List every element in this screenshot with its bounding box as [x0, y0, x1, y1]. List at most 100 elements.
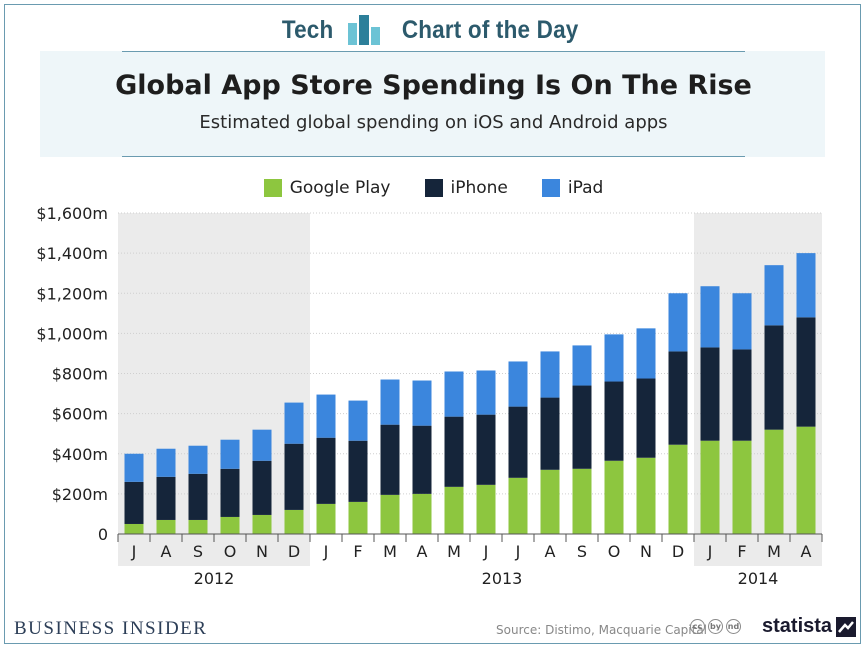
- bar-google-play: [572, 468, 592, 534]
- y-tick-label: $1,200m: [36, 284, 108, 303]
- y-tick-label: $1,000m: [36, 324, 108, 343]
- statista-logo: statista: [762, 615, 857, 638]
- bar-google-play: [316, 503, 336, 534]
- bar-google-play: [732, 440, 752, 534]
- year-label-2012: 2012: [194, 569, 235, 588]
- bar-google-play: [700, 440, 720, 534]
- y-tick-label: $1,600m: [36, 204, 108, 223]
- bar-google-play: [380, 494, 400, 534]
- bar-google-play: [156, 519, 176, 534]
- bar-iphone: [316, 437, 336, 504]
- x-tick-label: A: [161, 542, 172, 561]
- x-tick-label: J: [515, 542, 521, 561]
- bar-google-play: [188, 519, 208, 534]
- bar-ipad: [348, 400, 368, 441]
- bar-iphone: [732, 349, 752, 441]
- source-note: Source: Distimo, Macquarie Capital: [496, 623, 708, 637]
- bar-google-play: [124, 523, 144, 534]
- year-label-2013: 2013: [482, 569, 523, 588]
- legend-label-google-play: Google Play: [289, 178, 391, 198]
- x-tick-label: M: [383, 542, 397, 561]
- bar-iphone: [476, 414, 496, 485]
- legend-swatch-ipad: [541, 179, 560, 197]
- x-tick-label: J: [323, 542, 329, 561]
- title-rule-top: [122, 51, 745, 52]
- x-tick-label: N: [256, 542, 268, 561]
- bar-iphone: [252, 460, 272, 515]
- x-tick-label: J: [707, 542, 713, 561]
- bar-google-play: [476, 484, 496, 534]
- bar-ipad: [700, 286, 720, 348]
- bar-google-play: [668, 444, 688, 534]
- bar-ipad: [604, 334, 624, 382]
- bar-google-play: [604, 460, 624, 534]
- bar-google-play: [252, 514, 272, 534]
- bar-iphone: [668, 351, 688, 445]
- x-tick-label: J: [131, 542, 137, 561]
- y-tick-label: $1,400m: [36, 244, 108, 263]
- bar-ipad: [124, 453, 144, 482]
- bar-iphone: [444, 416, 464, 487]
- title-box: [40, 51, 825, 157]
- bar-ipad: [636, 328, 656, 379]
- bar-iphone: [348, 440, 368, 502]
- x-tick-label: M: [767, 542, 781, 561]
- bar-google-play: [444, 486, 464, 534]
- bar-iphone: [700, 347, 720, 441]
- title-rule-bottom: [122, 156, 745, 157]
- bar-iphone: [412, 425, 432, 494]
- bar-google-play: [508, 477, 528, 534]
- bar-iphone: [508, 406, 528, 478]
- y-tick-label: $200m: [52, 485, 108, 504]
- y-tick-label: $800m: [52, 365, 108, 384]
- bar-iphone: [764, 325, 784, 430]
- bar-ipad: [284, 402, 304, 444]
- chart-frame: [4, 4, 861, 644]
- bar-iphone: [604, 381, 624, 461]
- bar-ipad: [476, 370, 496, 415]
- shaded-region-2012: [118, 213, 310, 566]
- legend-label-ipad: iPad: [567, 178, 604, 198]
- x-tick-label: S: [577, 542, 587, 561]
- legend-item-iphone: iPhone: [424, 178, 508, 198]
- bar-iphone: [796, 317, 816, 427]
- legend-item-google-play: Google Play: [263, 178, 391, 198]
- bar-google-play: [796, 426, 816, 534]
- legend-label-iphone: iPhone: [450, 178, 508, 198]
- x-tick-label: D: [672, 542, 684, 561]
- bar-iphone: [636, 378, 656, 458]
- x-tick-label: O: [224, 542, 237, 561]
- year-label-2014: 2014: [738, 569, 779, 588]
- bar-google-play: [284, 509, 304, 534]
- license-icons: cc by nd: [690, 619, 741, 634]
- bar-ipad: [796, 253, 816, 318]
- bar-ipad: [156, 448, 176, 477]
- y-tick-label: $600m: [52, 405, 108, 424]
- x-tick-label: F: [737, 542, 746, 561]
- cc-icon: cc: [690, 619, 705, 634]
- bar-iphone: [188, 473, 208, 520]
- chart-subtitle: Estimated global spending on iOS and And…: [199, 112, 668, 133]
- bar-iphone: [156, 476, 176, 520]
- bar-ipad: [540, 351, 560, 398]
- bar-google-play: [764, 429, 784, 534]
- bar-iphone: [124, 481, 144, 524]
- bar-ipad: [316, 394, 336, 438]
- bar-ipad: [252, 429, 272, 461]
- bar-ipad: [412, 380, 432, 426]
- bar-iphone: [220, 468, 240, 517]
- chart-title: Global App Store Spending Is On The Rise: [115, 70, 752, 101]
- x-tick-label: A: [801, 542, 812, 561]
- bar-ipad: [444, 371, 464, 417]
- bar-google-play: [540, 469, 560, 534]
- bar-iphone: [572, 385, 592, 469]
- bar-google-play: [220, 516, 240, 534]
- x-tick-label: O: [608, 542, 621, 561]
- bar-ipad: [220, 439, 240, 469]
- statista-wordmark: statista: [762, 615, 833, 637]
- bar-google-play: [348, 501, 368, 534]
- business-insider-logo: BUSINESS INSIDER: [14, 618, 208, 639]
- legend-swatch-google-play: [263, 179, 282, 197]
- x-tick-label: A: [417, 542, 428, 561]
- x-tick-label: N: [640, 542, 652, 561]
